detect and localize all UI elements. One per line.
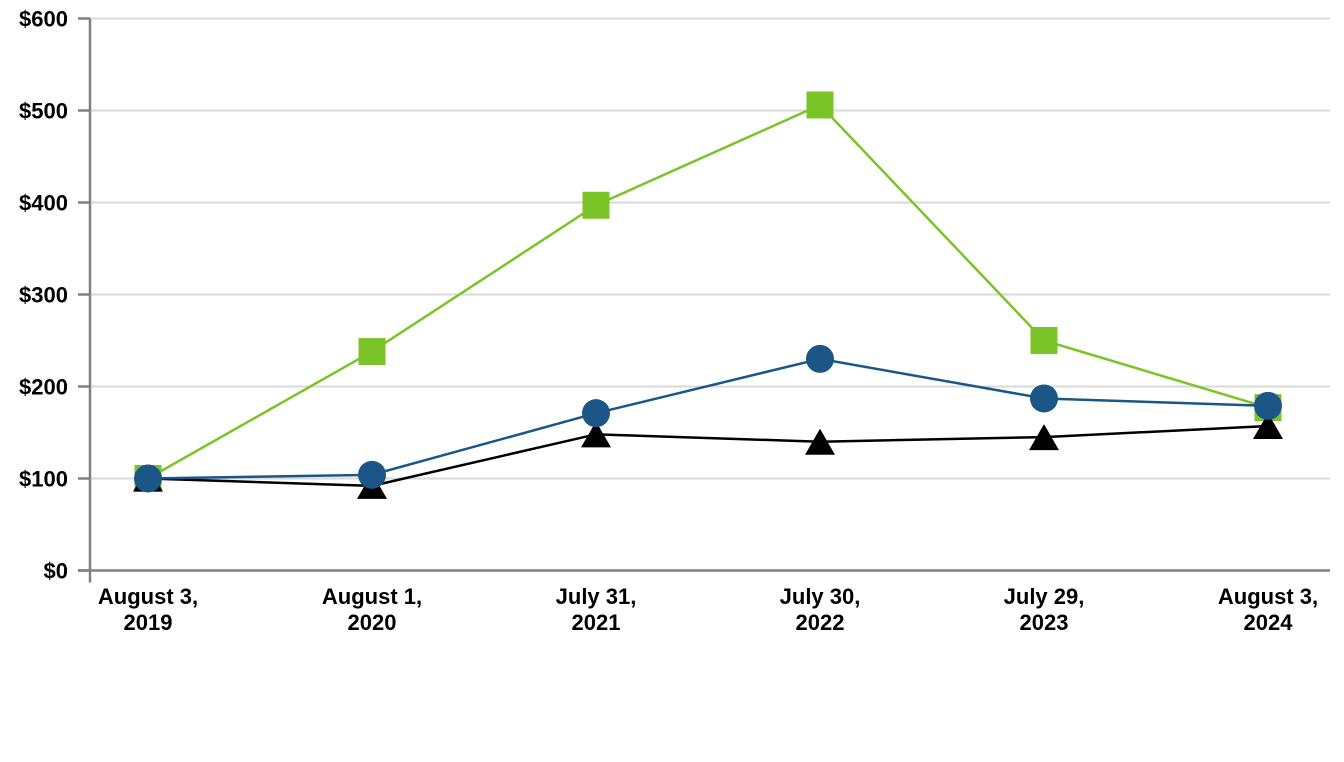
y-axis-label: $300 bbox=[19, 283, 68, 308]
circle-marker bbox=[1254, 391, 1282, 420]
circle-marker bbox=[134, 464, 162, 493]
y-axis-label: $200 bbox=[19, 375, 68, 400]
x-axis-label: July 29, 2023 bbox=[1004, 584, 1085, 635]
series-line bbox=[147, 103, 1269, 480]
series-triangle bbox=[133, 413, 1283, 499]
series-circle bbox=[134, 344, 1282, 493]
y-axis-labels: $0 $100 $200 $300 $400 $500 $600 bbox=[19, 7, 68, 584]
y-axis-label: $100 bbox=[19, 467, 68, 492]
circle-marker bbox=[1030, 384, 1058, 413]
x-axis-label: July 31, 2021 bbox=[556, 584, 637, 635]
x-axis-label: August 3, 2024 bbox=[1218, 584, 1318, 635]
square-marker bbox=[806, 91, 834, 119]
square-marker bbox=[358, 338, 386, 366]
axes bbox=[78, 18, 1330, 583]
y-axis-ticks bbox=[78, 17, 90, 572]
circle-marker bbox=[806, 344, 834, 373]
series-line bbox=[147, 424, 1269, 488]
series-square bbox=[134, 91, 1282, 492]
circle-marker bbox=[582, 399, 610, 428]
triangle-marker bbox=[805, 428, 835, 455]
x-axis-label: August 3, 2019 bbox=[98, 584, 198, 635]
y-axis-label: $400 bbox=[19, 191, 68, 216]
square-marker bbox=[1030, 327, 1058, 354]
chart-legend: United Natural Foods, Inc. S&P SmallCap … bbox=[0, 666, 1344, 756]
triangle-marker bbox=[1253, 413, 1283, 440]
y-axis-label: $600 bbox=[19, 7, 68, 32]
triangle-marker bbox=[581, 421, 611, 448]
y-axis-label: $0 bbox=[44, 559, 68, 584]
x-axis-labels: August 3, 2019 August 1, 2020 July 31, 2021 Ju… bbox=[98, 584, 1318, 635]
square-marker bbox=[582, 191, 610, 219]
x-axis-label: July 30, 2022 bbox=[780, 584, 861, 635]
circle-marker bbox=[358, 460, 386, 489]
triangle-marker bbox=[1029, 424, 1059, 451]
series-line bbox=[147, 357, 1269, 480]
gridlines bbox=[90, 17, 1330, 480]
y-axis-label: $500 bbox=[19, 99, 68, 124]
x-axis-label: August 1, 2020 bbox=[322, 584, 422, 635]
